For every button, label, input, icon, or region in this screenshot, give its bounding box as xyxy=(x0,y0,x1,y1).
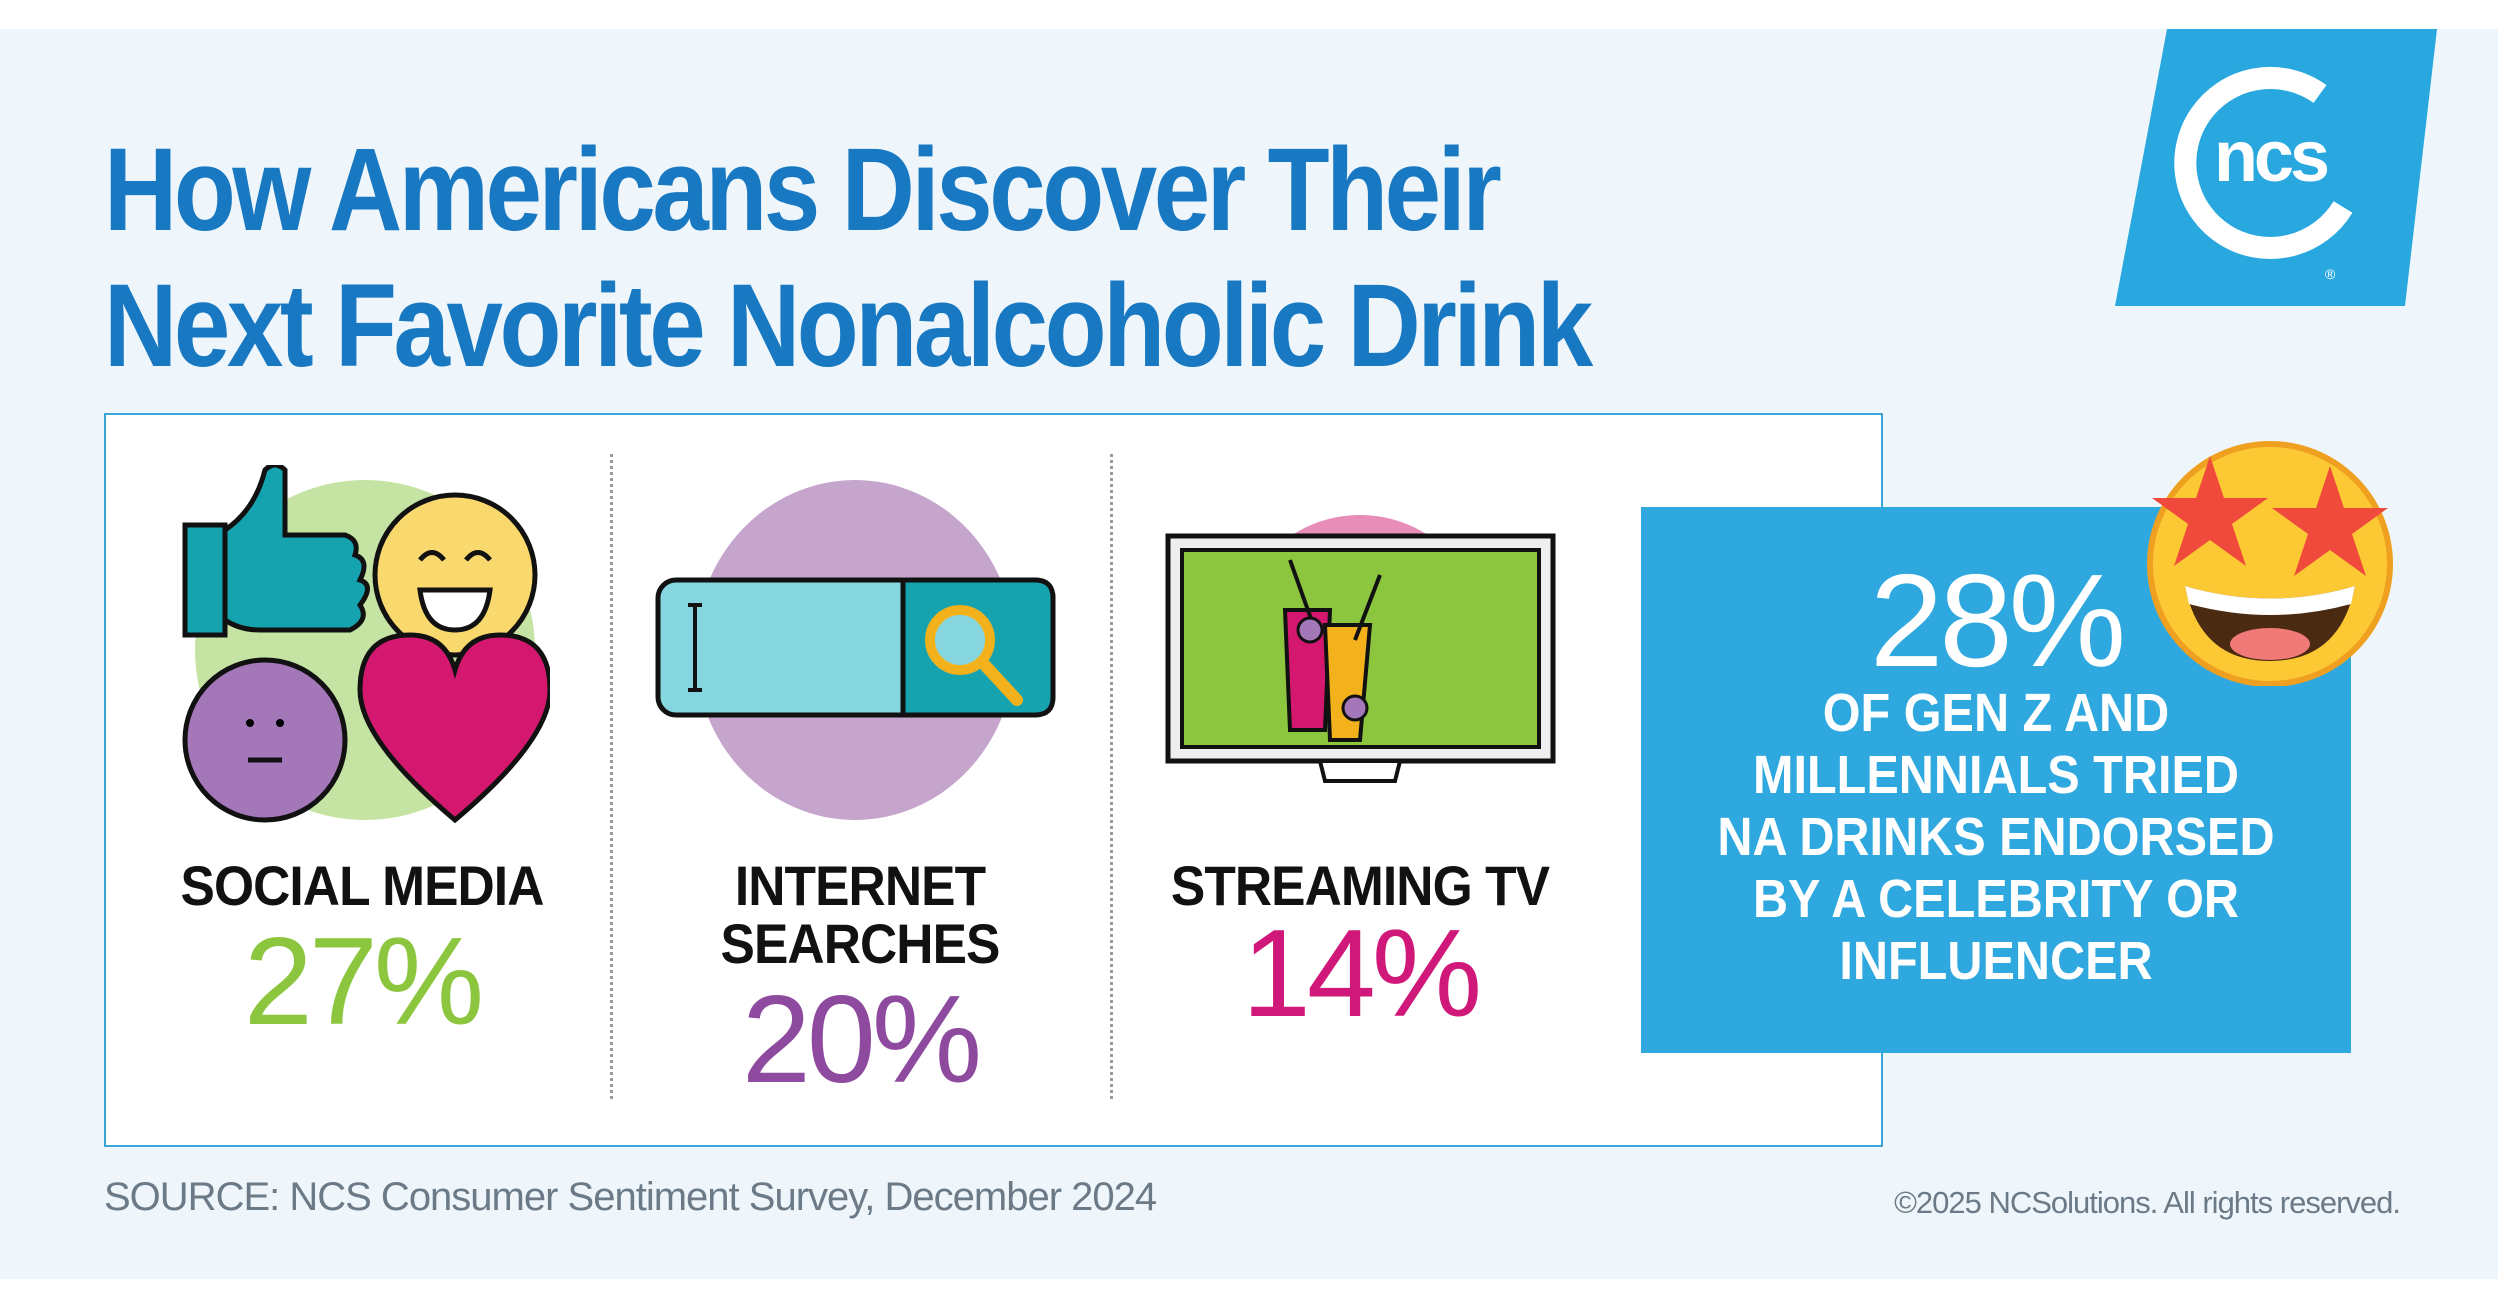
callout-text: OF GEN Z AND MILLENNIALS TRIED NA DRINKS… xyxy=(1677,682,2316,992)
callout-line: BY A CELEBRITY OR xyxy=(1752,869,2240,929)
svg-text:®: ® xyxy=(2325,266,2336,282)
internet-searches-label-1: INTERNET xyxy=(734,854,986,917)
streaming-tv-value: 14% xyxy=(1241,905,1482,1043)
copyright: ©2025 NCSolutions. All rights reserved. xyxy=(1894,1185,2401,1220)
thumbs-up-icon xyxy=(182,465,370,638)
internet-searches-label-2: SEARCHES xyxy=(720,912,1001,975)
drinks-icon xyxy=(1282,559,1382,742)
callout-line: OF GEN Z AND xyxy=(1822,683,2170,743)
source-note: SOURCE: NCS Consumer Sentiment Survey, D… xyxy=(104,1175,1157,1219)
ncs-logo: ncs ® xyxy=(2115,29,2437,306)
callout-line: INFLUENCER xyxy=(1839,931,2153,991)
streaming-tv-label: STREAMING TV xyxy=(1170,854,1550,917)
callout-value: 28% xyxy=(1869,547,2126,694)
star-struck-emoji-icon xyxy=(2147,441,2393,686)
title-line-1: How Americans Discover Their xyxy=(104,124,1502,256)
tv-drinks-icon xyxy=(1165,515,1556,783)
callout-line: NA DRINKS ENDORSED xyxy=(1717,807,2275,867)
divider xyxy=(1110,454,1113,1099)
magnifier-icon xyxy=(925,605,1023,706)
svg-text:ncs: ncs xyxy=(2214,117,2328,197)
title-line-2: Next Favorite Nonalcoholic Drink xyxy=(104,260,1593,392)
social-media-label: SOCIAL MEDIA xyxy=(180,854,545,917)
social-media-value: 27% xyxy=(243,913,484,1051)
search-bar-icon xyxy=(655,480,1056,820)
social-media-icon xyxy=(182,465,550,824)
heart-icon xyxy=(357,632,550,824)
callout-line: MILLENNIALS TRIED xyxy=(1753,745,2239,805)
smiley-icon xyxy=(372,492,538,658)
divider xyxy=(610,454,613,1099)
internet-searches-value: 20% xyxy=(741,971,982,1109)
neutral-face-icon xyxy=(182,657,348,823)
